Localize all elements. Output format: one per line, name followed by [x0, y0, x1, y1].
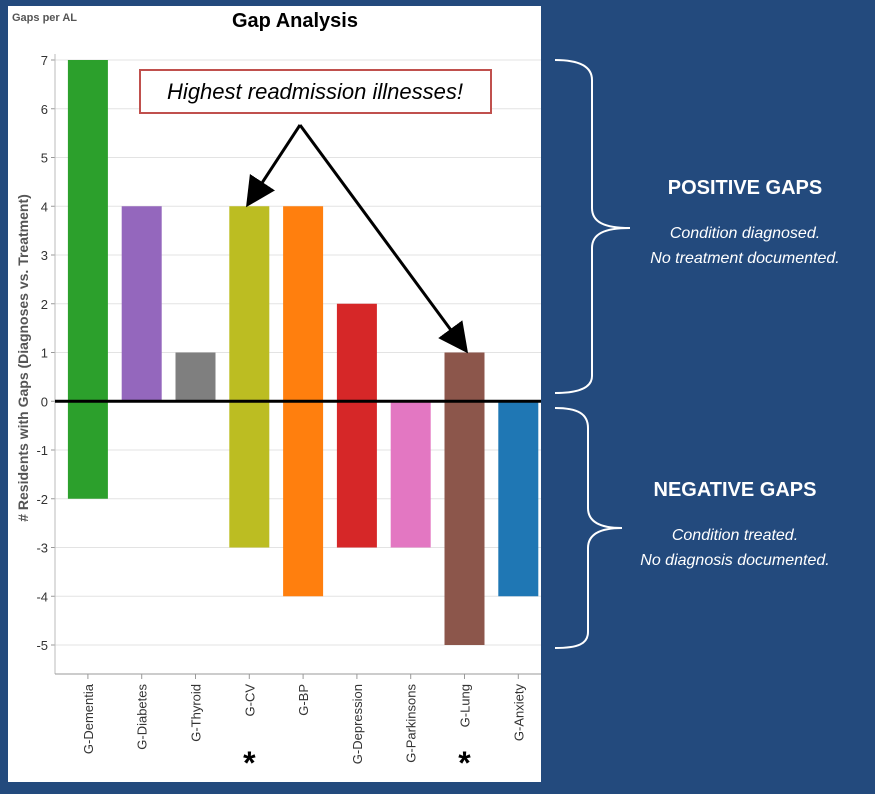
y-tick-label: -3: [36, 541, 48, 556]
y-axis-label: # Residents with Gaps (Diagnoses vs. Tre…: [15, 194, 31, 522]
bar-g-cv: [229, 206, 270, 548]
x-tick-label: G-Anxiety: [511, 684, 526, 742]
x-tick-label: G-CV: [242, 684, 257, 717]
annotation-box: [139, 69, 492, 114]
y-tick-label: 7: [41, 53, 48, 68]
positive-gaps-line1: Condition diagnosed.: [669, 225, 821, 242]
y-tick-label: -4: [36, 589, 48, 604]
negative-gaps-section: NEGATIVE GAPS Condition treated. No diag…: [605, 479, 865, 573]
positive-gaps-heading: POSITIVE GAPS: [667, 177, 823, 199]
chart-panel: Gaps per AL Gap Analysis # Residents wit…: [8, 6, 541, 782]
x-tick-label: G-BP: [296, 684, 311, 716]
chart-subtitle: Gaps per AL: [12, 12, 77, 24]
bar-g-depression: [336, 303, 377, 548]
y-tick-label: 5: [41, 151, 48, 166]
y-tick-label: -5: [36, 638, 48, 653]
x-tick-label: G-Lung: [458, 684, 473, 727]
negative-gaps-line2: No diagnosis documented.: [640, 552, 830, 569]
y-tick-label: 2: [41, 297, 48, 312]
y-tick-label: -2: [36, 492, 48, 507]
y-tick-label: -1: [36, 443, 48, 458]
negative-gaps-line1: Condition treated.: [671, 527, 799, 544]
y-tick-label: 4: [41, 199, 48, 214]
x-tick-label: G-Thyroid: [189, 684, 204, 742]
bar-g-diabetes: [121, 206, 162, 402]
positive-gaps-section: POSITIVE GAPS Condition diagnosed. No tr…: [615, 177, 875, 271]
x-tick-label: G-Dementia: [81, 683, 96, 754]
bar-g-anxiety: [498, 401, 539, 597]
annotation-text: Highest readmission illnesses!: [167, 79, 463, 104]
positive-gaps-line2: No treatment documented.: [650, 250, 840, 267]
asterisk-marker: *: [458, 745, 471, 781]
bar-g-parkinsons: [390, 401, 431, 548]
annotation-arrow: [246, 124, 302, 208]
bar-chart: Gaps per AL Gap Analysis # Residents wit…: [12, 10, 541, 781]
x-tick-label: G-Parkinsons: [404, 684, 419, 763]
bar-g-dementia: [67, 60, 108, 499]
negative-gaps-heading: NEGATIVE GAPS: [653, 479, 817, 501]
y-tick-label: 0: [41, 394, 48, 409]
bar-g-lung: [444, 352, 485, 645]
chart-title: Gap Analysis: [232, 10, 358, 32]
x-tick-label: G-Diabetes: [135, 684, 150, 750]
y-tick-label: 3: [41, 248, 48, 263]
bar-g-thyroid: [175, 352, 216, 402]
asterisk-marker: *: [243, 745, 256, 781]
y-tick-label: 6: [41, 102, 48, 117]
y-tick-label: 1: [41, 346, 48, 361]
annotation-arrow: [298, 124, 469, 354]
x-tick-label: G-Depression: [350, 684, 365, 764]
